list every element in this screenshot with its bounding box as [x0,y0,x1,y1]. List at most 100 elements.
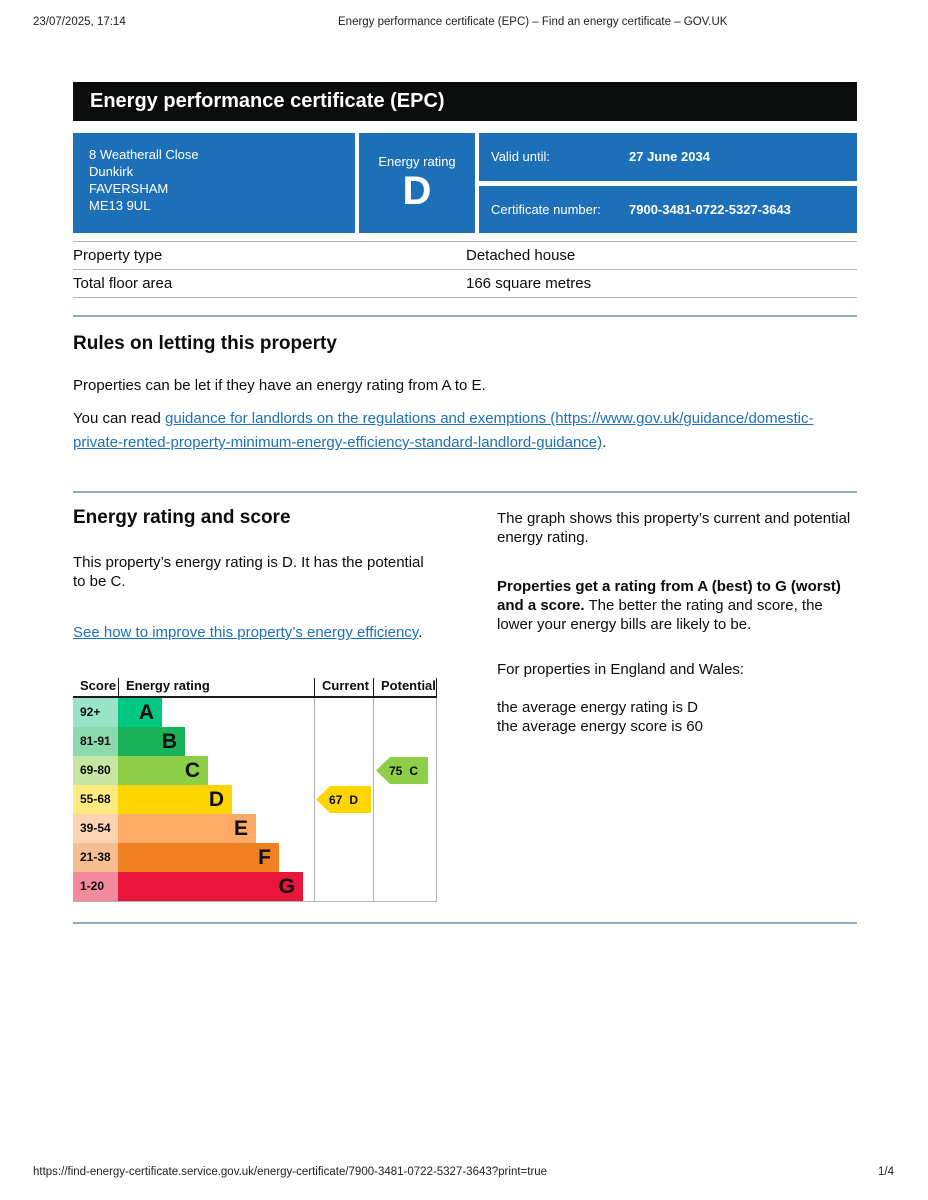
band-row-a: 92+ A [73,698,437,727]
certificate-number-value: 7900-3481-0722-5327-3643 [629,201,791,217]
band-row-c: 69-80 C [73,756,437,785]
average-score-line: the average energy score is 60 [497,718,703,735]
potential-column-cell [373,756,437,785]
valid-until-row: Valid until: 27 June 2034 [479,133,857,181]
chart-header-row: Score Energy rating Current Potential [73,678,437,698]
landlord-guidance-link[interactable]: guidance for landlords on the regulation… [73,410,814,451]
potential-rating-arrow: 75 C [376,757,428,784]
improve-para: See how to improve this property’s energ… [73,623,437,642]
property-type-row: Property type Detached house [73,242,857,270]
band-row-g: 1-20 G [73,872,437,901]
current-column-cell [314,872,373,901]
current-column-cell [314,698,373,727]
epc-banner: Energy performance certificate (EPC) [73,82,857,121]
potential-column-cell [373,785,437,814]
rating-explainer-bold: Properties get a rating from A (best) to… [497,578,841,614]
current-column-cell [314,756,373,785]
band-bar: B [118,727,185,756]
chart-header-current: Current [314,678,373,696]
band-bar-cell: B [118,727,314,756]
potential-column-cell [373,843,437,872]
page-indicator: 1/4 [878,1166,894,1178]
energy-rating-letter: D [402,168,432,213]
current-column-cell [314,785,373,814]
energy-rating-box: Energy rating D [359,133,475,233]
band-bar: C [118,756,208,785]
floor-area-label: Total floor area [73,275,173,292]
current-rating-letter: D [349,792,359,807]
section-divider [73,922,857,924]
potential-rating-letter: C [409,763,419,778]
current-rating-score: 67 [329,792,343,807]
print-doc-title: Energy performance certificate (EPC) – F… [338,16,728,28]
property-type-label: Property type [73,247,163,264]
rules-section: Rules on letting this property Propertie… [73,333,857,455]
band-bar-cell: D [118,785,314,814]
band-bar-cell: E [118,814,314,843]
band-bar: D [118,785,232,814]
chart-header-score: Score [80,678,117,693]
current-column-cell [314,814,373,843]
band-row-e: 39-54 E [73,814,437,843]
band-bar-cell: F [118,843,314,872]
valid-until-value: 27 June 2034 [629,149,710,165]
potential-rating-score: 75 [389,763,403,778]
certificate-content: Energy performance certificate (EPC) 8 W… [73,0,857,924]
graph-intro-para: The graph shows this property’s current … [497,510,851,546]
band-row-d: 55-68 D [73,785,437,814]
potential-column-cell [373,814,437,843]
floor-area-row: Total floor area 166 square metres [73,270,857,298]
current-column-cell [314,843,373,872]
rules-para2: You can read guidance for landlords on t… [73,407,857,455]
potential-column-cell [373,872,437,901]
rules-para2-prefix: You can read [73,410,166,427]
band-score-cell: 92+ [73,698,118,727]
certificate-number-row: Certificate number: 7900-3481-0722-5327-… [479,185,857,233]
rating-section-left-column: Energy rating and score This property’s … [73,507,437,902]
rating-explainer-para: Properties get a rating from A (best) to… [497,577,857,634]
energy-rating-label: Energy rating [378,153,456,169]
rating-section: Energy rating and score This property’s … [73,507,857,902]
band-score-cell: 81-91 [73,727,118,756]
certificate-summary: 8 Weatherall Close Dunkirk FAVERSHAM ME1… [73,133,857,233]
rating-explainer-rest: The better the rating and score, the low… [497,597,823,633]
rules-para2-suffix: . [602,434,607,451]
rules-heading: Rules on letting this property [73,333,337,354]
band-score-cell: 69-80 [73,756,118,785]
epc-banner-title: Energy performance certificate (EPC) [90,90,445,112]
certificate-number-label: Certificate number: [491,201,601,217]
potential-column-cell [373,727,437,756]
band-bar: G [118,872,303,901]
band-bar: F [118,843,279,872]
band-bar-cell: C [118,756,314,785]
address-line: ME13 9UL [89,198,151,213]
band-bar-cell: G [118,872,314,901]
band-score-cell: 39-54 [73,814,118,843]
current-column-cell [314,727,373,756]
averages-list: the average energy rating is D the avera… [497,698,857,736]
chart-header-rating: Energy rating [118,678,314,696]
chart-header-potential: Potential [373,678,437,696]
section-divider [73,491,857,493]
validity-block: Valid until: 27 June 2034 Certificate nu… [479,133,857,233]
band-row-b: 81-91 B [73,727,437,756]
potential-column-cell [373,698,437,727]
rating-section-right-column: The graph shows this property’s current … [497,507,857,902]
band-score-cell: 1-20 [73,872,118,901]
band-score-cell: 21-38 [73,843,118,872]
address-line: 8 Weatherall Close [89,147,199,162]
average-rating-line: the average energy rating is D [497,699,698,716]
epc-rating-chart: Score Energy rating Current Potential 92… [73,678,437,902]
address-line: Dunkirk [89,164,134,179]
improve-efficiency-link[interactable]: See how to improve this property’s energ… [73,624,419,641]
property-type-value: Detached house [466,247,576,264]
band-score-cell: 55-68 [73,785,118,814]
property-details-table: Property type Detached house Total floor… [73,241,857,298]
address-line: FAVERSHAM [89,181,169,196]
band-bar: E [118,814,256,843]
footer-url: https://find-energy-certificate.service.… [33,1166,548,1178]
rating-heading: Energy rating and score [73,507,291,528]
band-bar: A [118,698,162,727]
rating-summary-para: This property’s energy rating is D. It h… [73,554,424,590]
